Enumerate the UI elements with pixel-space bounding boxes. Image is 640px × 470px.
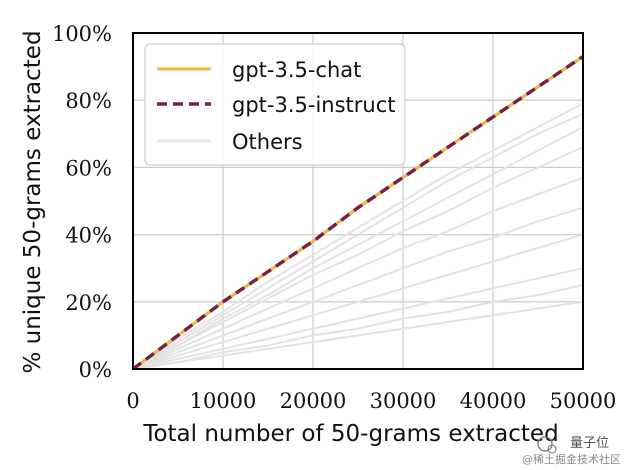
others-line [132,300,584,370]
x-tick-label: 40000 [460,389,527,413]
legend-label-gpt-3.5-chat: gpt-3.5-chat [232,58,361,82]
y-tick-label: 40% [65,224,112,248]
others-line [132,112,584,370]
x-tick-label: 30000 [370,389,437,413]
y-tick-labels: 0% 20% 40% 60% 80% 100% [52,22,112,382]
legend: gpt-3.5-chat gpt-3.5-instruct Others [144,43,406,166]
x-tick-label: 0 [126,389,139,413]
others-line [132,267,584,370]
legend-label-others: Others [232,130,303,154]
others-line [132,102,584,370]
others-line [132,233,584,370]
others-line [132,284,584,370]
y-tick-label: 0% [79,358,112,382]
x-tick-label: 10000 [190,389,257,413]
y-tick-label: 100% [52,22,112,46]
others-line [132,126,584,370]
others-series [132,102,584,370]
y-tick-label: 80% [65,89,112,113]
others-line [132,176,584,370]
watermark-subtitle: @稀土掘金技术社区 [522,452,621,466]
wechat-icon [537,436,553,452]
plot-frame [132,32,584,370]
y-tick-label: 60% [65,156,112,180]
series-line-gpt-3.5-instruct [131,55,584,371]
wechat-icon-dot [547,444,557,454]
x-tick-label: 20000 [280,389,347,413]
watermark-title: 量子位 [570,436,609,451]
legend-label-gpt-3.5-instruct: gpt-3.5-instruct [232,93,396,117]
y-axis-title: % unique 50-grams extracted [20,30,46,373]
y-tick-label: 20% [65,291,112,315]
main-series [131,55,584,371]
x-tick-labels: 0 10000 20000 30000 40000 50000 [126,389,616,413]
x-tick-label: 50000 [550,389,617,413]
others-line [132,146,584,370]
x-axis-title: Total number of 50-grams extracted [142,421,558,447]
others-line [132,206,584,370]
watermark: 量子位 @稀土掘金技术社区 [522,436,621,466]
legend-box [144,43,406,166]
